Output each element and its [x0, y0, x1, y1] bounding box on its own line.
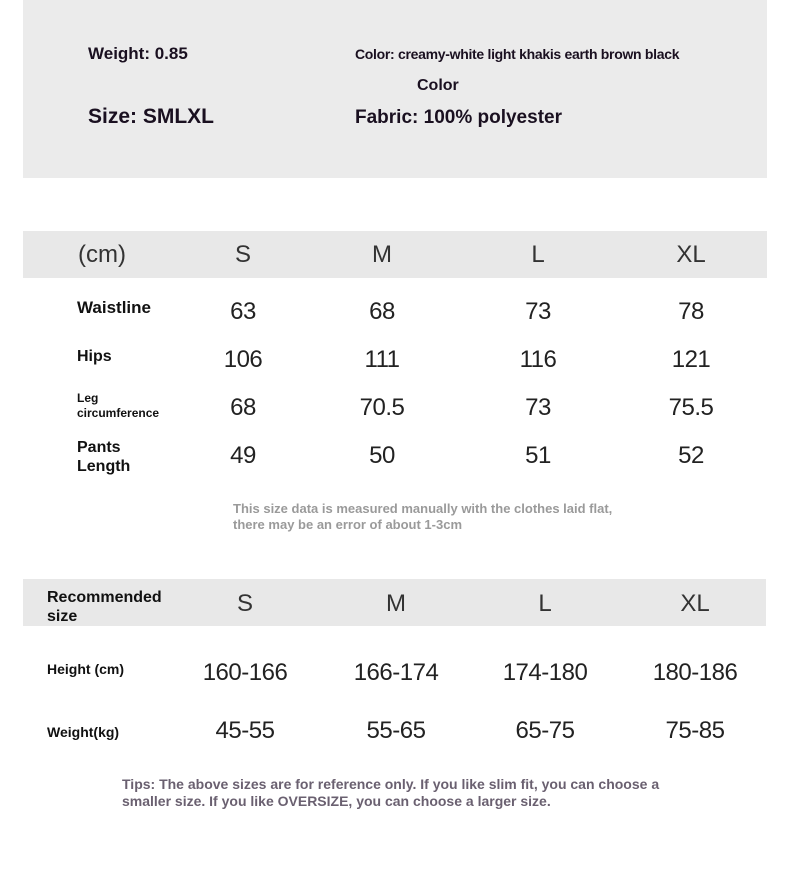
size-header-s: S	[234, 241, 252, 268]
recommended-size-label-line1: Recommended	[47, 589, 162, 606]
size-header-m: M	[372, 241, 392, 268]
cell: 174-180	[502, 659, 588, 686]
cell: 160-166	[202, 659, 288, 686]
recommend-table-header	[23, 579, 766, 626]
product-info-panel	[23, 0, 767, 178]
cell: 65-75	[515, 717, 575, 744]
cell: 116	[519, 346, 557, 373]
size-header-l: L	[531, 241, 545, 268]
cell: 111	[364, 346, 400, 373]
cell: 78	[678, 298, 704, 325]
cell: 68	[369, 298, 395, 325]
color-text: Color: creamy-white light khakis earth b…	[355, 46, 680, 62]
row-label: Height (cm)	[47, 661, 124, 677]
size-table-header	[23, 231, 767, 278]
cell: 75.5	[668, 394, 714, 421]
unit-header: (cm)	[78, 241, 126, 268]
cell: 49	[230, 442, 256, 469]
tips-line1: Tips: The above sizes are for reference …	[122, 776, 660, 792]
cell: 70.5	[359, 394, 405, 421]
rec-size-header-l: L	[538, 590, 552, 617]
tips-line2: smaller size. If you like OVERSIZE, you …	[122, 793, 551, 809]
cell: 180-186	[652, 659, 738, 686]
recommended-size-label-line2: size	[47, 608, 78, 625]
cell: 106	[223, 346, 263, 373]
cell: 166-174	[353, 659, 439, 686]
cell: 52	[678, 442, 704, 469]
row-label: Weight(kg)	[47, 724, 120, 740]
cell: 73	[525, 394, 551, 421]
row-label: Waistline	[77, 298, 151, 317]
weight-text: Weight: 0.85	[88, 44, 188, 63]
size-text: Size: SMLXL	[88, 105, 215, 128]
cell: 68	[230, 394, 256, 421]
cell: 73	[525, 298, 551, 325]
measurement-note-line1: This size data is measured manually with…	[233, 501, 613, 516]
cell: 121	[671, 346, 711, 373]
rec-size-header-s: S	[236, 590, 254, 617]
row-label-line1: Pants	[77, 439, 121, 456]
rec-size-header-m: M	[386, 590, 406, 617]
cell: 63	[230, 298, 256, 325]
cell: 75-85	[665, 717, 725, 744]
row-label: Hips	[77, 348, 112, 365]
measurement-note-line2: there may be an error of about 1-3cm	[233, 517, 463, 532]
fabric-text: Fabric: 100% polyester	[355, 107, 562, 128]
size-header-xl: XL	[676, 241, 706, 268]
cell: 55-65	[366, 717, 426, 744]
cell: 51	[525, 442, 551, 469]
row-label-line2: circumference	[77, 406, 160, 420]
row-label-line2: Length	[77, 458, 131, 475]
cell: 45-55	[215, 717, 275, 744]
cell: 50	[369, 442, 395, 469]
rec-size-header-xl: XL	[680, 590, 710, 617]
color-label: Color	[417, 77, 459, 94]
row-label-line1: Leg	[77, 391, 99, 405]
